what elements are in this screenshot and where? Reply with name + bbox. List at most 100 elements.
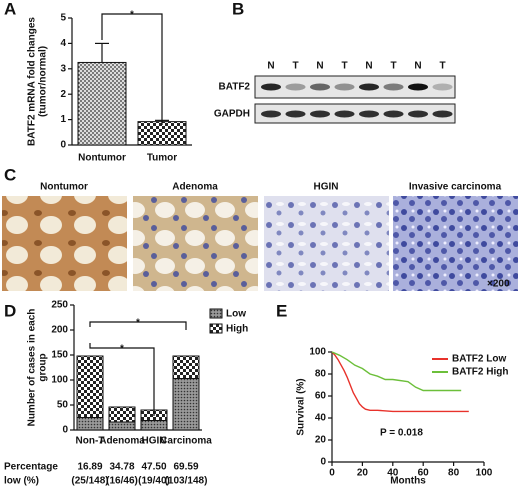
blot-band [408,110,428,118]
y-tick-label: 4 [60,38,66,49]
row-label: low (%) [4,476,39,487]
blot-strip [254,103,456,124]
y-tick-label: 40 [315,413,327,424]
legend-swatch [209,308,223,319]
percentage-value: 16.89 [77,462,102,473]
histology-caption: Adenoma [172,182,218,193]
percentage-count: (19/40) [138,476,170,487]
percentage-count: (16/46) [106,476,138,487]
blot-band [285,83,306,91]
x-tick-label: 40 [387,468,399,479]
x-tick-label: 0 [329,468,335,479]
blot-band [310,110,330,118]
bar [77,61,127,146]
y-axis-label: (tumor/normal) [38,46,49,117]
y-tick-label: 80 [315,369,327,380]
significance: * [120,344,124,355]
histology-image [393,196,518,291]
y-axis-label: BATF2 mRNA fold changes [27,17,38,146]
lane-label: T [439,61,445,72]
bar-segment [108,406,136,423]
y-tick-label: 20 [315,435,327,446]
survival-line [331,351,469,413]
y-tick-label: 3 [60,63,66,74]
bar-segment [172,378,200,431]
row-label: Percentage [4,462,58,473]
x-tick-label: HGIN [142,436,167,447]
y-tick-label: 1 [60,114,66,125]
significance-bracket [101,13,163,125]
blot-band [261,110,281,118]
y-axis-label: Survival (%) [296,378,307,435]
blot-band [408,83,428,91]
significance: * [130,10,134,21]
y-tick-label: 0 [62,425,68,436]
panel-label: C [4,165,16,184]
magnification: ×200 [487,279,510,290]
significance-bracket [89,321,187,330]
blot-band [310,83,330,91]
significance-bracket [89,343,155,416]
panel-label: B [232,0,244,18]
histology-images [2,196,518,291]
x-tick-label: 60 [418,468,430,479]
legend-label: Low [226,309,246,320]
histology-caption: HGIN [314,182,339,193]
y-tick-label: 5 [60,13,66,24]
blot-band [432,83,453,91]
y-tick-label: 0 [60,140,66,151]
y-tick-label: 100 [51,375,68,386]
bar-segment [172,355,200,379]
blot-band [432,110,453,118]
y-tick-label: 60 [315,391,327,402]
legend-label: BATF2 High [452,367,508,378]
blot-band [383,83,404,91]
blot-row-label: GAPDH [214,109,250,120]
bar [137,121,187,146]
legend-label: BATF2 Low [452,354,506,365]
lane-label: T [390,61,396,72]
bar-segment [140,420,168,431]
histology-caption: Invasive carcinoma [409,182,502,193]
blot-band [359,83,379,91]
significance: * [136,318,140,329]
blot-band [334,83,355,91]
panel-label: A [4,0,16,18]
legend-swatch [209,323,223,334]
annotation: P = 0.018 [380,428,423,439]
panel-label: E [276,301,287,320]
blot-strip [254,75,456,99]
histology-caption: Nontumor [40,182,88,193]
bar-segment [108,421,136,431]
percentage-value: 69.59 [173,462,198,473]
blot-band [261,83,281,91]
y-tick-label: 100 [309,347,326,358]
x-tick-label: Nontumor [78,153,126,164]
histology-image [2,196,127,291]
y-tick-label: 0 [320,457,326,468]
x-tick-label: Tumor [147,153,177,164]
x-tick-label: Non-T [76,436,105,447]
blot-row-label: BATF2 [219,82,251,93]
blot-band [285,110,306,118]
survival-line [331,351,462,392]
x-tick-label: 80 [448,468,460,479]
percentage-count: (25/148) [71,476,108,487]
y-axis-label: group [38,353,49,381]
x-tick-label: 20 [357,468,369,479]
bar-segment [76,355,104,418]
y-tick-label: 250 [51,300,68,311]
blot-band [334,110,355,118]
x-tick-label: 100 [476,468,493,479]
blot-band [383,110,404,118]
lane-label: N [267,61,274,72]
lane-label: T [341,61,347,72]
lane-label: N [365,61,372,72]
y-tick-label: 200 [51,325,68,336]
x-tick-label: Adenoma [99,436,145,447]
x-axis-label: Months [390,476,426,487]
histology-image [264,196,389,291]
y-tick-label: 150 [51,350,68,361]
legend-label: High [226,324,248,335]
